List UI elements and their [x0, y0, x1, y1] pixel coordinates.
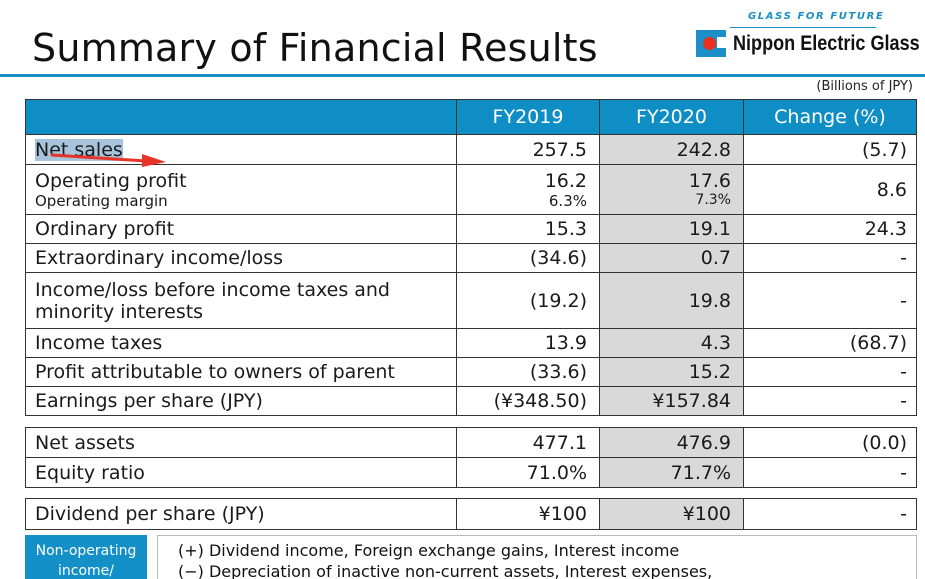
table-row: Income taxes 13.9 4.3 (68.7) [25, 328, 917, 358]
fy2019-value: 257.5 [456, 134, 600, 165]
note-line-negative: (−) Depreciation of inactive non-current… [178, 562, 713, 579]
fy2019-value: 13.9 [456, 328, 600, 358]
company-logo-icon [696, 30, 726, 57]
note-line-positive: (+) Dividend income, Foreign exchange ga… [178, 541, 680, 560]
row-label: Operating profit Operating margin [25, 164, 457, 215]
change-value: - [743, 386, 917, 416]
table-row: Operating profit Operating margin 16.2 6… [25, 164, 917, 215]
change-value: - [743, 457, 917, 488]
row-label: Equity ratio [25, 457, 457, 488]
fy2019-value: (¥348.50) [456, 386, 600, 416]
fy2019-value: (19.2) [456, 272, 600, 329]
selected-text[interactable]: Net sales [35, 138, 123, 161]
fy2019-value: 477.1 [456, 427, 600, 458]
change-value: 24.3 [743, 214, 917, 244]
financial-results-table: FY2019 FY2020 Change (%) Net sales 257.5… [25, 99, 917, 416]
note-badge-line1: Non-operating [35, 543, 137, 559]
table-row: Equity ratio 71.0% 71.7% - [25, 457, 917, 488]
fy2020-operating-profit: 17.6 [688, 170, 731, 192]
fy2019-operating-margin: 6.3% [548, 191, 587, 210]
row-label: Net assets [25, 427, 457, 458]
unit-note: (Billions of JPY) [816, 79, 913, 94]
fy2020-value: ¥157.84 [599, 386, 744, 416]
balance-sheet-table: Net assets 477.1 476.9 (0.0) Equity rati… [25, 427, 917, 488]
table-row: Earnings per share (JPY) (¥348.50) ¥157.… [25, 386, 917, 416]
note-badge: Non-operating income/ [25, 535, 147, 579]
fy2020-value: 17.6 7.3% [599, 164, 744, 215]
row-label: Dividend per share (JPY) [25, 498, 457, 530]
change-value: - [743, 243, 917, 273]
title-divider [0, 74, 925, 77]
fy2019-value: 71.0% [456, 457, 600, 488]
note-badge-line2: income/ [58, 563, 114, 579]
row-label: Profit attributable to owners of parent [25, 357, 457, 387]
fy2019-value: 16.2 6.3% [456, 164, 600, 215]
fy2020-value: 0.7 [599, 243, 744, 273]
row-label-line2: minority interests [35, 300, 204, 323]
table-row: Income/loss before income taxes and mino… [25, 272, 917, 329]
fy2020-value: 242.8 [599, 134, 744, 165]
tagline-underline [730, 27, 876, 28]
change-value: 8.6 [743, 164, 917, 215]
fy2020-value: 19.8 [599, 272, 744, 329]
row-label: Earnings per share (JPY) [25, 386, 457, 416]
page-title: Summary of Financial Results [32, 26, 598, 70]
row-label: Extraordinary income/loss [25, 243, 457, 273]
fy2019-value: (33.6) [456, 357, 600, 387]
fy2020-value: ¥100 [599, 498, 744, 530]
row-label[interactable]: Net sales [25, 134, 457, 165]
operating-profit-label: Operating profit [35, 169, 187, 192]
table-row: Ordinary profit 15.3 19.1 24.3 [25, 214, 917, 244]
fy2019-operating-profit: 16.2 [544, 169, 587, 192]
row-label-line1: Income/loss before income taxes and [35, 278, 390, 301]
row-label: Income/loss before income taxes and mino… [25, 272, 457, 329]
logo-red-dot [703, 37, 716, 50]
change-value: (5.7) [743, 134, 917, 165]
logo-notch [717, 37, 726, 48]
fy2019-value: (34.6) [456, 243, 600, 273]
table-row: Extraordinary income/loss (34.6) 0.7 - [25, 243, 917, 273]
table-row: Profit attributable to owners of parent … [25, 357, 917, 387]
table-row: Net assets 477.1 476.9 (0.0) [25, 427, 917, 458]
operating-margin-label: Operating margin [35, 191, 168, 210]
fy2019-value: 15.3 [456, 214, 600, 244]
header-change: Change (%) [743, 99, 917, 135]
row-label: Income taxes [25, 328, 457, 358]
fy2020-value: 476.9 [599, 427, 744, 458]
header-label [25, 99, 457, 135]
header-fy2019: FY2019 [456, 99, 600, 135]
table-header-row: FY2019 FY2020 Change (%) [25, 99, 917, 135]
table-row: Dividend per share (JPY) ¥100 ¥100 - [25, 498, 917, 530]
fy2019-value: ¥100 [456, 498, 600, 530]
header-fy2020: FY2020 [599, 99, 744, 135]
change-value: (68.7) [743, 328, 917, 358]
fy2020-value: 71.7% [599, 457, 744, 488]
note-box: (+) Dividend income, Foreign exchange ga… [157, 535, 917, 579]
change-value: - [743, 357, 917, 387]
change-value: - [743, 498, 917, 530]
change-value: - [743, 272, 917, 329]
change-value: (0.0) [743, 427, 917, 458]
fy2020-value: 19.1 [599, 214, 744, 244]
company-name: Nippon Electric Glass [733, 32, 920, 55]
fy2020-value: 15.2 [599, 357, 744, 387]
fy2020-value: 4.3 [599, 328, 744, 358]
fy2020-operating-margin: 7.3% [695, 192, 731, 208]
brand-tagline: GLASS FOR FUTURE [748, 11, 885, 22]
table-row: Net sales 257.5 242.8 (5.7) [25, 134, 917, 165]
row-label: Ordinary profit [25, 214, 457, 244]
dividend-table: Dividend per share (JPY) ¥100 ¥100 - [25, 498, 917, 530]
